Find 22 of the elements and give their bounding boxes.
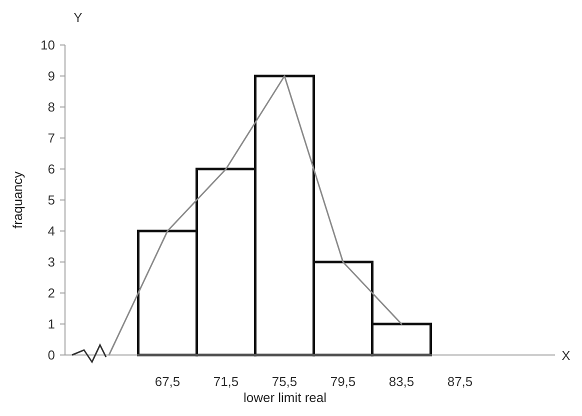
y-tick-label: 7 (48, 130, 55, 146)
x-tick-label: 79,5 (330, 374, 356, 389)
y-tick-label: 9 (48, 68, 55, 84)
y-tick-label: 2 (48, 286, 55, 301)
text: X (562, 348, 571, 363)
x-tick-label: 67,5 (154, 374, 180, 389)
x-tick-label: 75,5 (272, 374, 298, 389)
line-series (108, 75, 402, 356)
y-tick-label: 0 (48, 348, 55, 363)
y-axis-title: fraquancy (10, 170, 25, 229)
y-tick-label: 10 (40, 38, 55, 53)
y-tick-label: 8 (48, 100, 55, 115)
y-tick-label: 5 (48, 192, 55, 208)
y-tick-label: 6 (48, 162, 55, 177)
x-tick-label: 83,5 (388, 374, 414, 389)
y-tick-label: 3 (48, 254, 55, 270)
text: Y (74, 10, 83, 25)
x-axis-title: lower limit real (243, 390, 327, 405)
x-tick-label: 71,5 (213, 374, 239, 389)
y-tick-label: 1 (48, 316, 55, 332)
x-tick-label: 87,5 (447, 374, 473, 389)
y-tick-label: 4 (48, 224, 55, 239)
